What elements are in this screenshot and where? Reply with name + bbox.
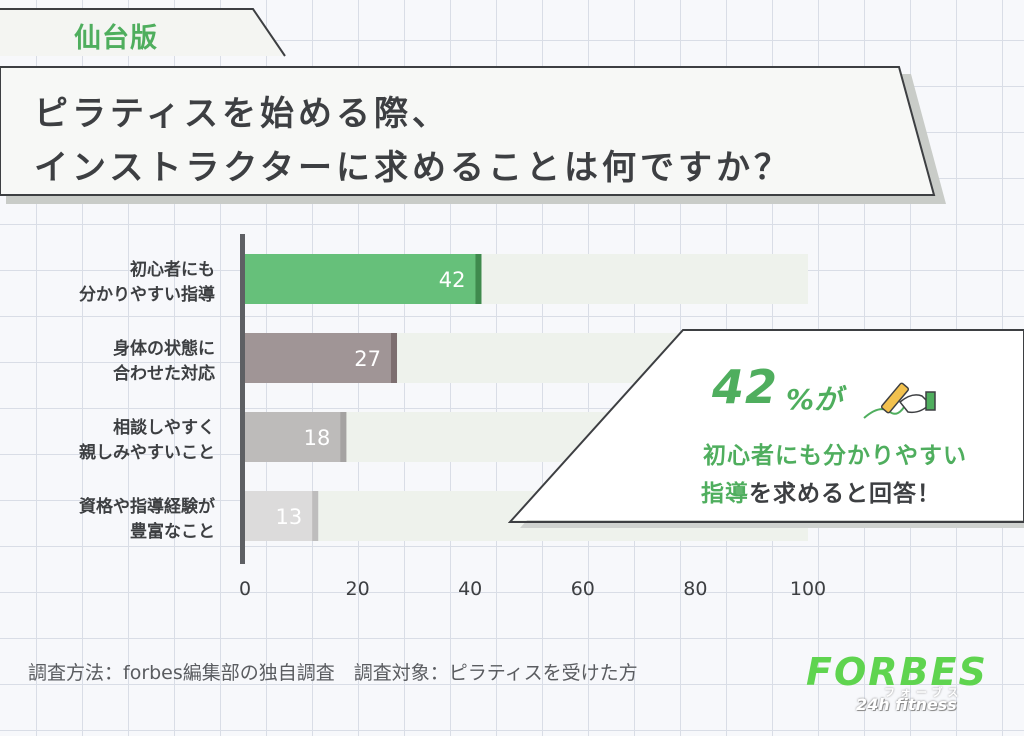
bar-edge bbox=[391, 333, 398, 383]
category-label: 初心者にも bbox=[130, 259, 215, 280]
bar bbox=[245, 333, 398, 383]
page-title-line-2: インストラクターに求めることは何ですか？ bbox=[34, 148, 792, 188]
callout-text-line-1: 初心者にも分かりやすい bbox=[703, 443, 967, 469]
category-label: 分かりやすい指導 bbox=[79, 284, 215, 305]
x-tick-label: 60 bbox=[571, 578, 595, 600]
survey-note: 調査方法：forbes編集部の独自調査 調査対象：ピラティスを受けた方 bbox=[28, 662, 638, 684]
x-tick-label: 100 bbox=[790, 578, 826, 600]
logo-wordmark: FORBES bbox=[806, 650, 988, 694]
logo-kana: フォーブス bbox=[884, 686, 964, 699]
logo-subtitle: 24h fitness bbox=[856, 695, 957, 714]
callout-highlight: 指導 bbox=[701, 481, 749, 507]
callout-percent-suffix: %が bbox=[786, 383, 843, 416]
x-tick-label: 0 bbox=[239, 578, 251, 600]
category-label: 合わせた対応 bbox=[113, 363, 215, 384]
callout-percent: 42 bbox=[712, 360, 779, 414]
x-tick-label: 20 bbox=[346, 578, 370, 600]
category-label: 豊富なこと bbox=[130, 521, 215, 542]
bar-edge bbox=[340, 412, 347, 462]
bar bbox=[245, 491, 319, 541]
category-label: 資格や指導経験が bbox=[79, 496, 215, 517]
bar bbox=[245, 412, 347, 462]
bar bbox=[245, 254, 482, 304]
y-axis-line bbox=[240, 234, 245, 564]
bar-edge bbox=[312, 491, 319, 541]
x-tick-label: 40 bbox=[458, 578, 482, 600]
x-tick-label: 80 bbox=[683, 578, 707, 600]
category-label: 身体の状態に bbox=[113, 338, 215, 359]
bar-edge bbox=[475, 254, 482, 304]
region-label: 仙台版 bbox=[74, 23, 158, 54]
pencil-hand-icon bbox=[863, 382, 936, 419]
callout-text-line-2: 指導を求めると回答！ bbox=[701, 474, 941, 508]
category-label: 相談しやすく bbox=[113, 417, 215, 438]
data-label: 27 bbox=[354, 347, 381, 371]
callout-text-rest: を求めると回答！ bbox=[749, 481, 941, 507]
data-label: 18 bbox=[304, 426, 331, 450]
category-label: 親しみやすいこと bbox=[79, 442, 215, 463]
data-label: 13 bbox=[275, 505, 302, 529]
page-title-line-1: ピラティスを始める際、 bbox=[34, 94, 450, 134]
data-label: 42 bbox=[439, 268, 466, 292]
